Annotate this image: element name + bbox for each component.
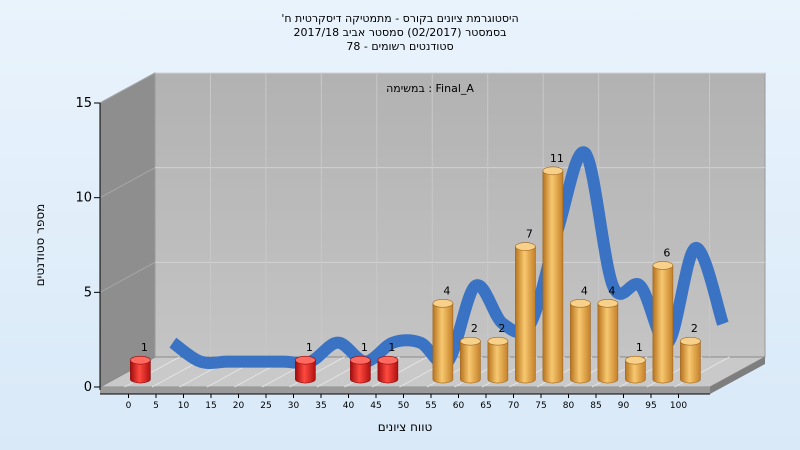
task-annotation: במשימה : Final_A: [386, 82, 474, 95]
data-label-45: 1: [388, 341, 395, 354]
title-line-3: סטודנטים רשומים - 78: [346, 40, 453, 53]
x-tick-70: 70: [508, 401, 520, 411]
data-label-40: 1: [361, 341, 368, 354]
bar-80: 4: [570, 284, 591, 384]
y-tick-5: 5: [84, 285, 92, 300]
data-label-0: 1: [141, 341, 148, 354]
bar-95: 6: [652, 246, 674, 384]
x-tick-20: 20: [233, 401, 245, 411]
y-axis-title: מספר סטודנטים: [33, 204, 47, 287]
x-axis-title: טווח ציונים: [378, 420, 433, 434]
x-tick-labels: 0 5 10 15 20 25 30 35 40 45 50 55 60 65 70 75 80 85 90 95 10…: [126, 394, 687, 411]
title-line-2: בסמסטר (02/2017) סמסטר אביב 2017/18: [293, 26, 506, 39]
bar-45: 1: [377, 341, 399, 384]
bar-0: 1: [130, 341, 151, 384]
bar-70: 7: [515, 228, 536, 384]
bar-60: 2: [460, 322, 481, 384]
gridline-y-10: [99, 167, 765, 199]
side-wall: [99, 72, 156, 388]
ribbon-curve: [169, 146, 729, 370]
bar-30: 1: [295, 341, 316, 384]
gridline-y-15: [99, 72, 765, 104]
x-tick-60: 60: [453, 401, 465, 411]
bar-90: 1: [625, 341, 646, 384]
data-label-30: 1: [306, 341, 313, 354]
data-label-60: 2: [471, 322, 478, 335]
data-label-90: 1: [636, 341, 643, 354]
bar-85: 4: [597, 284, 619, 384]
bar-65: 2: [487, 322, 509, 384]
x-tick-65: 65: [480, 401, 491, 411]
bar-100: 2: [680, 322, 701, 384]
x-tick-40: 40: [343, 401, 355, 411]
x-tick-55: 55: [425, 401, 436, 411]
x-tick-10: 10: [178, 401, 190, 411]
x-tick-100: 100: [670, 401, 687, 411]
data-label-55: 4: [443, 284, 450, 297]
data-label-75: 11: [550, 152, 564, 165]
y-tick-10: 10: [75, 191, 92, 206]
y-tick-0: 0: [84, 380, 92, 395]
floor-front-edge: [100, 387, 710, 394]
x-tick-50: 50: [398, 401, 410, 411]
data-label-80: 4: [581, 284, 588, 297]
x-tick-25: 25: [260, 401, 271, 411]
bar-55: 4: [432, 284, 454, 384]
data-label-95: 6: [663, 246, 670, 259]
data-label-70: 7: [526, 228, 533, 241]
bar-75: 11: [542, 152, 564, 384]
floor-right-edge: [710, 357, 765, 394]
trend-ribbon: [169, 146, 729, 370]
y-tick-15: 15: [75, 96, 92, 111]
x-tick-75: 75: [535, 401, 546, 411]
x-tick-85: 85: [590, 401, 601, 411]
x-tick-90: 90: [618, 401, 630, 411]
x-tick-0: 0: [126, 401, 132, 411]
x-tick-35: 35: [315, 401, 326, 411]
x-tick-95: 95: [645, 401, 656, 411]
x-tick-45: 45: [370, 401, 381, 411]
chart-title: היסטוגרמת ציונים בקורס - מתמטיקה דיסקרטי…: [281, 12, 518, 53]
x-tick-15: 15: [205, 401, 216, 411]
data-label-100: 2: [691, 322, 698, 335]
y-tick-labels: 0 5 10 15: [75, 96, 100, 395]
x-tick-30: 30: [288, 401, 300, 411]
data-label-65: 2: [498, 322, 505, 335]
x-tick-80: 80: [563, 401, 575, 411]
title-line-1: היסטוגרמת ציונים בקורס - מתמטיקה דיסקרטי…: [281, 12, 518, 25]
data-label-85: 4: [608, 284, 615, 297]
bar-40: 1: [350, 341, 371, 384]
x-tick-5: 5: [153, 401, 159, 411]
